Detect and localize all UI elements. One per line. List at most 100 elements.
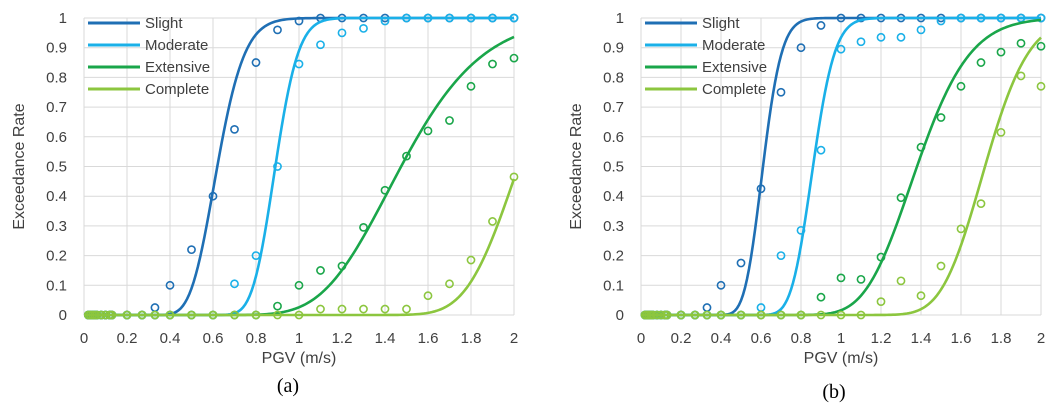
x-axis-title: PGV (m/s): [262, 350, 337, 367]
y-tick-label: 0.2: [46, 248, 67, 265]
y-tick-label: 0.1: [603, 277, 624, 294]
x-tick-label: 1.6: [418, 330, 439, 347]
data-point-slight: [836, 13, 846, 23]
x-tick-label: 0.4: [160, 330, 181, 347]
legend-label-slight: Slight: [702, 15, 740, 32]
data-point-complete: [230, 310, 239, 320]
data-point-moderate: [273, 162, 282, 171]
y-tick-label: 0.4: [46, 188, 67, 205]
data-point-extensive: [316, 266, 325, 275]
data-point-moderate: [488, 13, 497, 23]
data-point-extensive: [896, 193, 906, 203]
data-point-complete: [702, 310, 712, 320]
panel-caption: (b): [822, 381, 845, 403]
data-point-complete: [187, 310, 196, 320]
data-point-slight: [251, 58, 261, 67]
series-extensive: [83, 35, 519, 320]
fit-curve-complete: [641, 36, 1042, 317]
data-point-moderate: [796, 225, 806, 235]
y-tick-label: 0.6: [603, 129, 624, 146]
legend-label-slight: Slight: [145, 15, 183, 32]
data-point-complete: [736, 310, 746, 320]
y-tick-label: 1: [59, 10, 67, 27]
data-point-complete: [662, 310, 672, 320]
data-point-complete: [690, 310, 700, 320]
legend-label-moderate: Moderate: [145, 37, 208, 54]
data-point-extensive: [294, 280, 304, 290]
data-point-moderate: [445, 13, 454, 23]
data-point-complete: [466, 255, 476, 265]
y-tick-label: 0: [59, 307, 67, 324]
legend-label-complete: Complete: [702, 81, 766, 98]
data-point-moderate: [1036, 13, 1046, 23]
data-point-moderate: [816, 145, 826, 155]
data-point-slight: [230, 124, 239, 134]
data-point-slight: [187, 245, 196, 255]
data-point-complete: [796, 310, 806, 320]
y-tick-label: 0.6: [46, 129, 67, 146]
data-point-moderate: [976, 13, 986, 23]
data-point-slight: [816, 21, 826, 30]
data-point-extensive: [1016, 38, 1026, 48]
data-point-slight: [736, 258, 746, 268]
legend-label-moderate: Moderate: [702, 37, 765, 54]
x-tick-label: 0.6: [751, 330, 772, 347]
data-point-moderate: [996, 13, 1006, 23]
y-tick-label: 1: [616, 10, 624, 27]
grid: [83, 17, 515, 316]
fit-curve-complete: [84, 178, 516, 317]
x-tick-label: 1: [295, 330, 303, 347]
data-point-complete: [402, 304, 411, 314]
x-tick-label: 0.2: [117, 330, 138, 347]
data-point-extensive: [402, 151, 411, 161]
data-point-complete: [856, 310, 866, 320]
data-point-slight: [294, 16, 304, 26]
x-tick-label: 1.8: [991, 330, 1012, 347]
data-point-moderate: [423, 13, 433, 23]
data-point-moderate: [856, 37, 866, 47]
data-point-complete: [96, 310, 106, 320]
data-point-complete: [816, 310, 826, 320]
data-point-slight: [716, 280, 726, 290]
data-point-extensive: [273, 301, 282, 311]
data-point-extensive: [380, 185, 390, 195]
x-tick-label: 0: [637, 330, 645, 347]
x-tick-label: 0.6: [203, 330, 224, 347]
chart-panel-b: 0 0.1 0.2 0.3 0.4 0.5 0.6 0.7 0.8 0.9 1 0 0.2 0.4 0.6 0…: [568, 10, 1046, 403]
data-point-moderate: [359, 23, 368, 33]
data-point-complete: [916, 291, 926, 301]
grid: [640, 17, 1042, 316]
data-point-moderate: [337, 28, 347, 38]
legend: Slight Moderate Extensive Complete: [88, 15, 210, 98]
y-tick-label: 0.5: [46, 159, 67, 176]
y-axis-title: Exceedance Rate: [568, 103, 585, 229]
data-point-extensive: [876, 252, 886, 262]
data-point-complete: [92, 310, 102, 320]
y-tick-label: 0.4: [603, 188, 624, 205]
x-tick-label: 0.8: [246, 330, 267, 347]
data-point-complete: [896, 276, 906, 286]
y-tick-label: 0.2: [603, 248, 624, 265]
y-tick-label: 0.8: [603, 69, 624, 86]
data-point-moderate: [956, 13, 966, 23]
data-point-complete: [251, 310, 261, 320]
data-point-extensive: [916, 142, 926, 152]
data-point-extensive: [1036, 41, 1046, 51]
y-tick-label: 0.3: [603, 218, 624, 235]
data-point-moderate: [876, 32, 886, 42]
data-point-slight: [796, 43, 806, 53]
x-tick-label: 1.4: [911, 330, 932, 347]
x-tick-label: 0.4: [711, 330, 732, 347]
data-point-complete: [1016, 71, 1026, 81]
data-point-extensive: [423, 126, 433, 136]
data-point-complete: [208, 310, 218, 320]
data-point-extensive: [359, 222, 368, 232]
y-axis-title: Exceedance Rate: [11, 103, 28, 229]
data-point-complete: [716, 310, 726, 320]
data-point-moderate: [294, 59, 304, 69]
data-point-complete: [445, 279, 454, 289]
data-point-moderate: [402, 13, 411, 23]
chart-panel-a: 0 0.1 0.2 0.3 0.4 0.5 0.6 0.7 0.8 0.9 1 0 0.2 0.4 0.6 0…: [11, 10, 519, 397]
data-point-moderate: [896, 32, 906, 42]
x-tick-label: 2: [1037, 330, 1045, 347]
